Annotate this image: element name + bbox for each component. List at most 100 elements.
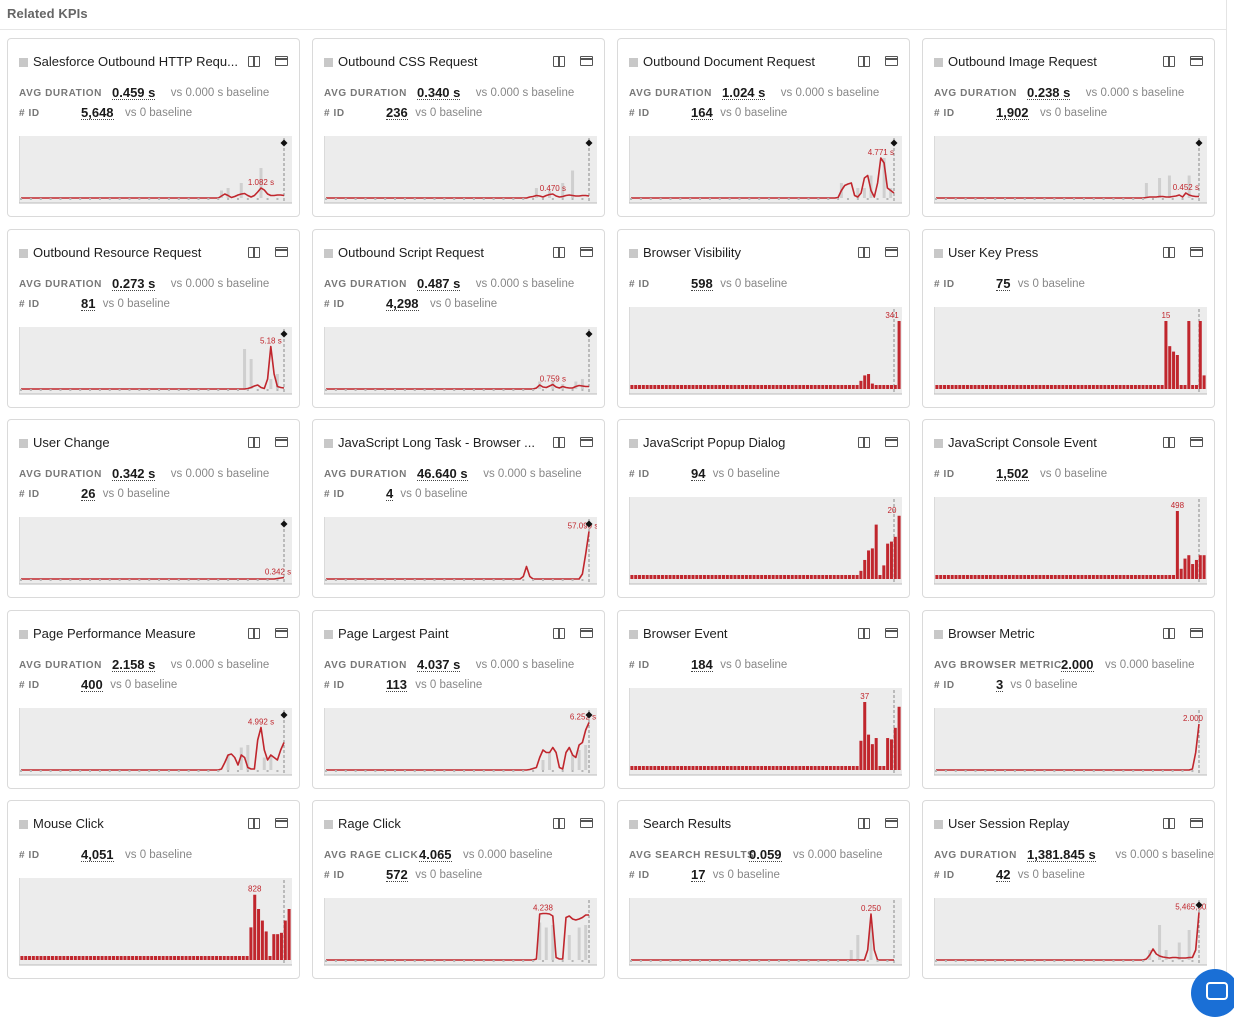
- chat-button[interactable]: [1191, 969, 1234, 1017]
- panel-view-icon[interactable]: [1190, 628, 1203, 638]
- metric-value[interactable]: 26: [81, 486, 96, 501]
- split-view-icon[interactable]: [858, 437, 870, 448]
- metric-value[interactable]: 42: [996, 867, 1011, 882]
- metric-value[interactable]: 0.487 s: [417, 276, 461, 291]
- metric-value[interactable]: 0.059: [749, 847, 782, 862]
- metric-value[interactable]: 4: [386, 486, 394, 501]
- kpi-card[interactable]: Outbound Script Request AVG DURATION 0.487…: [312, 229, 605, 408]
- split-view-icon[interactable]: [553, 818, 565, 829]
- metric-value[interactable]: 5,648: [81, 105, 114, 120]
- panel-view-icon[interactable]: [275, 56, 288, 66]
- panel-view-icon[interactable]: [885, 628, 898, 638]
- kpi-card[interactable]: Outbound CSS Request AVG DURATION 0.340 s v…: [312, 38, 605, 217]
- split-view-icon[interactable]: [553, 628, 565, 639]
- split-view-icon[interactable]: [1163, 247, 1175, 258]
- metric-value[interactable]: 1,902: [996, 105, 1029, 120]
- panel-view-icon[interactable]: [1190, 437, 1203, 447]
- kpi-card[interactable]: Outbound Resource Request AVG DURATION 0.2…: [7, 229, 300, 408]
- kpi-card[interactable]: Outbound Document Request AVG DURATION 1.0…: [617, 38, 910, 217]
- panel-view-icon[interactable]: [275, 437, 288, 447]
- metric-value[interactable]: 236: [386, 105, 408, 120]
- panel-view-icon[interactable]: [885, 56, 898, 66]
- metric-value[interactable]: 4.037 s: [417, 657, 461, 672]
- split-view-icon[interactable]: [858, 628, 870, 639]
- kpi-card[interactable]: JavaScript Console Event # ID 1,502 vs 0 ba…: [922, 419, 1215, 598]
- kpi-card[interactable]: Browser Metric AVG BROWSER METRIC 2.000 vs …: [922, 610, 1215, 789]
- panel-view-icon[interactable]: [1190, 56, 1203, 66]
- split-view-icon[interactable]: [1163, 56, 1175, 67]
- panel-view-icon[interactable]: [885, 437, 898, 447]
- kpi-card[interactable]: JavaScript Popup Dialog # ID 94 vs 0 baseli…: [617, 419, 910, 598]
- panel-view-icon[interactable]: [580, 437, 593, 447]
- panel-view-icon[interactable]: [580, 56, 593, 66]
- chart-bar: [1160, 385, 1164, 389]
- split-view-icon[interactable]: [248, 818, 260, 829]
- chart-bar: [660, 575, 664, 579]
- split-view-icon[interactable]: [858, 56, 870, 67]
- metric-value[interactable]: 17: [691, 867, 706, 882]
- metric-value[interactable]: 184: [691, 657, 713, 672]
- metric-value[interactable]: 0.273 s: [112, 276, 156, 291]
- panel-view-icon[interactable]: [275, 628, 288, 638]
- kpi-card[interactable]: User Session Replay AVG DURATION 1,381.845…: [922, 800, 1215, 979]
- panel-view-icon[interactable]: [885, 818, 898, 828]
- metric-value[interactable]: 4,051: [81, 847, 114, 862]
- panel-view-icon[interactable]: [885, 247, 898, 257]
- panel-view-icon[interactable]: [580, 628, 593, 638]
- kpi-card[interactable]: Rage Click AVG RAGE CLICK 4.065 vs 0.000 ba…: [312, 800, 605, 979]
- metric-value[interactable]: 2.000: [1061, 657, 1094, 672]
- kpi-card[interactable]: JavaScript Long Task - Browser ... AVG DU…: [312, 419, 605, 598]
- split-view-icon[interactable]: [248, 628, 260, 639]
- metric-value[interactable]: 113: [386, 677, 407, 692]
- metric-value[interactable]: 0.238 s: [1027, 85, 1071, 100]
- metric-value[interactable]: 598: [691, 276, 713, 291]
- metric-value[interactable]: 46.640 s: [417, 466, 468, 481]
- split-view-icon[interactable]: [248, 56, 260, 67]
- kpi-card[interactable]: Search Results AVG SEARCH RESULTS 0.059 vs …: [617, 800, 910, 979]
- metric-value[interactable]: 94: [691, 466, 706, 481]
- kpi-card[interactable]: User Key Press # ID 75 vs 0 baseline 15: [922, 229, 1215, 408]
- metric-value[interactable]: 4.065: [419, 847, 452, 862]
- panel-view-icon[interactable]: [1190, 247, 1203, 257]
- panel-view-icon[interactable]: [1190, 818, 1203, 828]
- metric-value[interactable]: 0.459 s: [112, 85, 156, 100]
- metric-value[interactable]: 81: [81, 296, 96, 311]
- metric-value[interactable]: 1.024 s: [722, 85, 766, 100]
- x-tick: [79, 389, 82, 391]
- kpi-card[interactable]: Mouse Click # ID 4,051 vs 0 baseline 828: [7, 800, 300, 979]
- split-view-icon[interactable]: [248, 437, 260, 448]
- kpi-card[interactable]: Browser Visibility # ID 598 vs 0 baseline 34…: [617, 229, 910, 408]
- split-view-icon[interactable]: [553, 247, 565, 258]
- panel-view-icon[interactable]: [275, 247, 288, 257]
- panel-view-icon[interactable]: [275, 818, 288, 828]
- kpi-card[interactable]: User Change AVG DURATION 0.342 s vs 0.000 s…: [7, 419, 300, 598]
- metric-value[interactable]: 2.158 s: [112, 657, 156, 672]
- kpi-card[interactable]: Page Performance Measure AVG DURATION 2.15…: [7, 610, 300, 789]
- split-view-icon[interactable]: [553, 56, 565, 67]
- split-view-icon[interactable]: [553, 437, 565, 448]
- metric-value[interactable]: 1,502: [996, 466, 1029, 481]
- metric-value[interactable]: 1,381.845 s: [1027, 847, 1096, 862]
- kpi-card[interactable]: Salesforce Outbound HTTP Requ... AVG DURA…: [7, 38, 300, 217]
- split-view-icon[interactable]: [858, 247, 870, 258]
- split-view-icon[interactable]: [858, 818, 870, 829]
- kpi-card[interactable]: Page Largest Paint AVG DURATION 4.037 s vs …: [312, 610, 605, 789]
- metric-value[interactable]: 75: [996, 276, 1011, 291]
- metric-value[interactable]: 3: [996, 677, 1004, 692]
- kpi-card[interactable]: Browser Event # ID 184 vs 0 baseline 37: [617, 610, 910, 789]
- panel-view-icon[interactable]: [580, 247, 593, 257]
- split-view-icon[interactable]: [1163, 437, 1175, 448]
- split-view-icon[interactable]: [1163, 628, 1175, 639]
- metric-value[interactable]: 400: [81, 677, 103, 692]
- split-view-icon[interactable]: [1163, 818, 1175, 829]
- x-tick: [1161, 198, 1164, 200]
- panel-view-icon[interactable]: [580, 818, 593, 828]
- metric-value[interactable]: 164: [691, 105, 713, 120]
- metric-value[interactable]: 0.342 s: [112, 466, 156, 481]
- kpi-card[interactable]: Outbound Image Request AVG DURATION 0.238 …: [922, 38, 1215, 217]
- metric-value[interactable]: 572: [386, 867, 408, 882]
- metric-value[interactable]: 4,298: [386, 296, 419, 311]
- split-view-icon[interactable]: [248, 247, 260, 258]
- metric-value[interactable]: 0.340 s: [417, 85, 461, 100]
- baseline-bar: [243, 349, 247, 389]
